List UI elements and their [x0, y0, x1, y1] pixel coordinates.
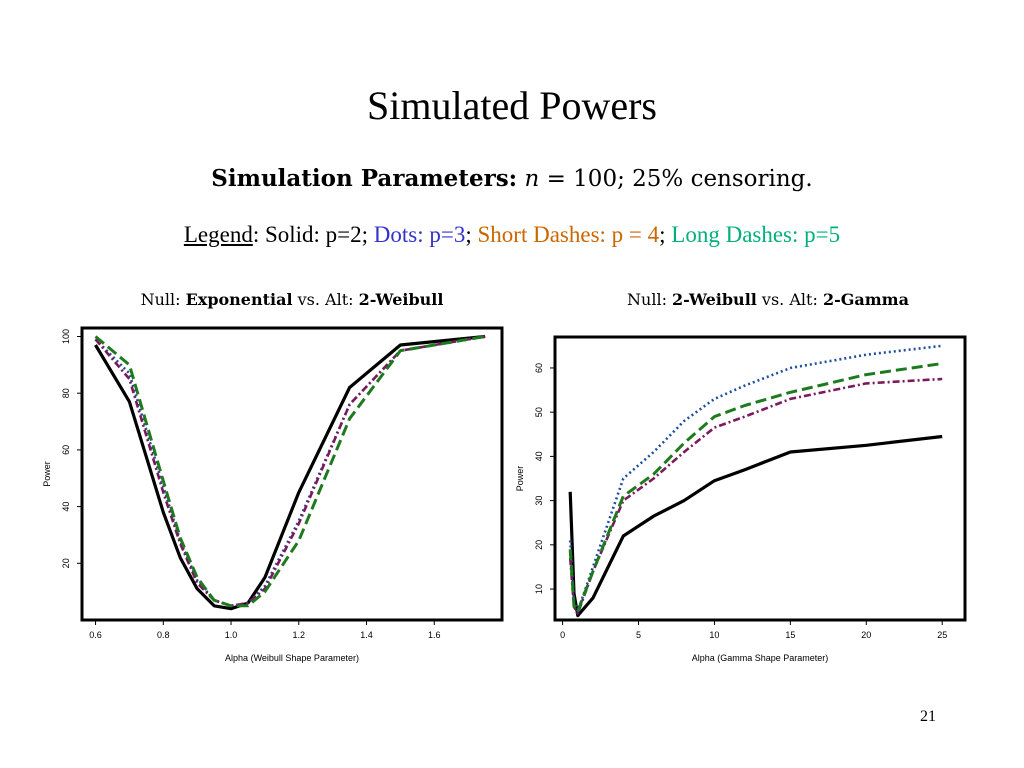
- slide-title: Simulated Powers: [367, 83, 657, 128]
- sim-params-values: = 100; 25% censoring.: [539, 166, 813, 192]
- x-tick-label: 10: [709, 630, 719, 640]
- legend-sep-1: ;: [465, 222, 472, 247]
- plot-title-part: vs. Alt:: [292, 290, 359, 309]
- x-tick-label: 1.0: [225, 630, 238, 640]
- y-tick-label: 100: [61, 329, 71, 344]
- plot-frame: [553, 335, 967, 622]
- y-tick-label: 30: [534, 496, 544, 506]
- y-tick-label: 80: [61, 388, 71, 398]
- y-tick-label: 20: [534, 540, 544, 550]
- sim-params-n: n: [524, 166, 540, 192]
- sim-params-label: Simulation Parameters:: [211, 165, 518, 192]
- right-plot-title: Null: 2-Weibull vs. Alt: 2-Gamma: [548, 290, 988, 309]
- x-tick-label: 0: [560, 630, 565, 640]
- series-line-short-dashes: [94, 335, 486, 608]
- plot-frame: [80, 326, 504, 622]
- simulation-parameters: Simulation Parameters: n = 100; 25% cens…: [0, 165, 1024, 192]
- left-plot-title: Null: Exponential vs. Alt: 2-Weibull: [72, 290, 512, 309]
- y-tick-label: 60: [534, 363, 544, 373]
- x-axis-label: Alpha (Gamma Shape Parameter): [692, 653, 829, 663]
- right-power-chart: 0 5 10 15 20 25 10 20 30 40 50 60 Alpha (Gamma Shape…: [515, 335, 967, 663]
- legend-word: Legend: [183, 222, 253, 247]
- plot-title-part: Null:: [627, 290, 673, 309]
- x-axis-label: Alpha (Weibull Shape Parameter): [225, 653, 359, 663]
- y-tick-label: 10: [534, 584, 544, 594]
- page-number: 21: [920, 708, 936, 725]
- series-line-dots: [568, 344, 943, 613]
- y-axis-label: Power: [515, 466, 525, 492]
- y-tick-label: 60: [61, 445, 71, 455]
- plot-title-part: 2-Weibull: [672, 290, 757, 309]
- plot-title-part: Null:: [140, 290, 186, 309]
- x-tick-label: 5: [636, 630, 641, 640]
- plot-title-part: vs. Alt:: [756, 290, 823, 309]
- plot-title-part: 2-Gamma: [822, 290, 909, 309]
- legend-line: Legend: Solid: p=2; Dots: p=3; Short Das…: [0, 222, 1024, 248]
- x-tick-label: 25: [937, 630, 947, 640]
- series-line-dots: [94, 335, 486, 608]
- plot-title-part: Exponential: [185, 290, 293, 309]
- series-line-long-dashes: [94, 335, 486, 608]
- plot-title-part: 2-Weibull: [358, 290, 444, 309]
- y-tick-label: 40: [61, 502, 71, 512]
- x-tick-label: 0.6: [89, 630, 102, 640]
- legend-colon: :: [252, 222, 265, 247]
- series-line-solid: [568, 434, 943, 618]
- x-tick-label: 1.6: [428, 630, 441, 640]
- y-axis-label: Power: [42, 461, 52, 487]
- legend-solid: Solid: p=2;: [264, 222, 369, 247]
- x-tick-label: 20: [861, 630, 871, 640]
- legend-sep-2: ;: [659, 222, 666, 247]
- series-line-short-dashes: [568, 377, 943, 615]
- y-tick-label: 20: [61, 558, 71, 568]
- left-power-chart: 0.6 0.8 1.0 1.2 1.4 1.6 20 40 60 80 100 Alpha (Weib…: [42, 326, 504, 663]
- x-tick-label: 1.2: [293, 630, 306, 640]
- y-tick-label: 40: [534, 451, 544, 461]
- y-tick-label: 50: [534, 407, 544, 417]
- x-tick-label: 1.4: [360, 630, 373, 640]
- series-line-solid: [94, 334, 486, 611]
- legend-dots: Dots: p=3: [373, 222, 466, 247]
- legend-long-dashes: Long Dashes: p=5: [671, 222, 841, 247]
- x-tick-label: 15: [785, 630, 795, 640]
- x-tick-label: 0.8: [157, 630, 170, 640]
- series-line-long-dashes: [568, 362, 943, 613]
- legend-short-dashes: Short Dashes: p = 4: [477, 222, 660, 247]
